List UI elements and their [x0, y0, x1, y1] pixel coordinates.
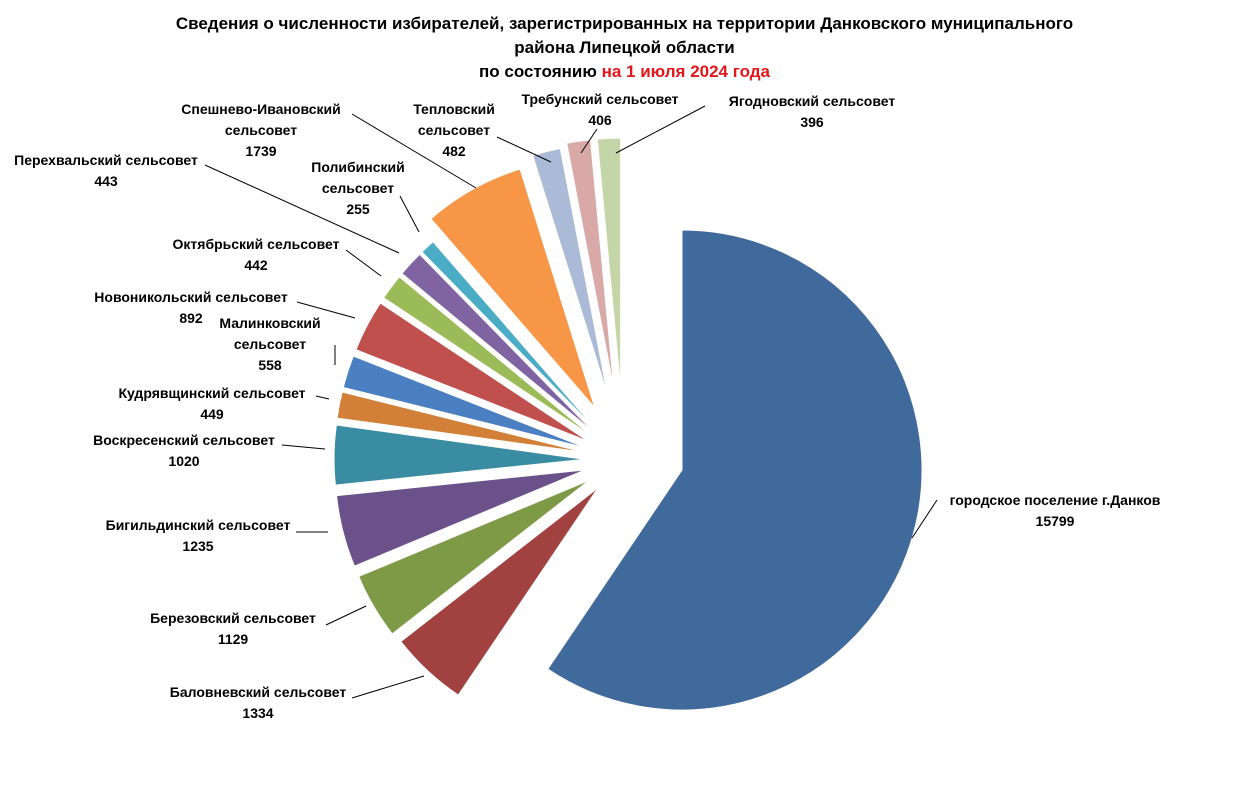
leader-line-полибинский-сельсовет — [399, 195, 420, 233]
title-line-3: по состоянию на 1 июля 2024 года — [0, 60, 1249, 84]
slice-label-бигильдинский-сельсовет: Бигильдинский сельсовет 1235 — [106, 517, 291, 554]
slice-labels: городское поселение г.Данков 15799 Баловне… — [14, 91, 1161, 721]
slice-label-тепловский-сельсовет: Тепловский сельсовет 482 — [413, 101, 495, 159]
slice-label-березовский-сельсовет: Березовский сельсовет 1129 — [150, 610, 316, 647]
slice-label-городское-поселение-гданков: городское поселение г.Данков 15799 — [950, 492, 1161, 529]
leader-line-тепловский-сельсовет — [496, 136, 552, 163]
leader-line-требунский-сельсовет — [580, 128, 598, 154]
label-leader-lines — [204, 105, 938, 699]
slice-требунский-сельсовет — [566, 139, 615, 389]
title-date-highlight: на 1 июля 2024 года — [601, 62, 770, 81]
slice-октябрьский-сельсовет — [383, 276, 593, 437]
slice-бигильдинский-сельсовет — [336, 469, 586, 567]
slice-полибинский-сельсовет — [421, 241, 598, 431]
slice-тепловский-сельсовет — [532, 147, 608, 395]
leader-line-перехвальский-сельсовет — [204, 164, 400, 254]
slice-label-воскресенский-сельсовет: Воскресенский сельсовет 1020 — [93, 432, 275, 469]
slice-баловневский-сельсовет — [400, 487, 599, 696]
title-line-2: района Липецкой области — [514, 38, 735, 57]
leader-line-новоникольский-сельсовет — [296, 301, 356, 319]
leader-line-октябрьский-сельсовет — [345, 249, 382, 277]
leader-line-воскресенский-сельсовет — [281, 444, 326, 450]
slice-label-октябрьский-сельсовет: Октябрьский сельсовет 442 — [173, 236, 340, 273]
slice-label-новоникольский-сельсовет: Новоникольский сельсовет 892 — [94, 289, 288, 326]
title-date-prefix: по состоянию — [478, 62, 602, 81]
slice-label-малинковский-сельсовет: Малинковский сельсовет 558 — [219, 315, 320, 373]
slice-городское-поселение-гданков — [547, 229, 923, 711]
slice-label-спешнево-ивановский-сельсовет: Спешнево-Ивановский сельсовет 1739 — [181, 101, 340, 159]
leader-line-березовский-сельсовет — [325, 605, 367, 626]
slice-label-ягодновский-сельсовет: Ягодновский сельсовет 396 — [729, 93, 896, 130]
chart-title: Сведения о численности избирателей, заре… — [0, 12, 1249, 84]
title-line-1: Сведения о численности избирателей, заре… — [175, 14, 1074, 33]
slice-label-требунский-сельсовет: Требунский сельсовет 406 — [521, 91, 678, 128]
leader-line-ягодновский-сельсовет — [615, 105, 706, 154]
slice-перехвальский-сельсовет — [401, 253, 595, 434]
slice-label-кудрявщинский-сельсовет: Кудрявщинский сельсовет 449 — [118, 385, 305, 422]
slice-label-полибинский-сельсовет: Полибинский сельсовет 255 — [311, 159, 404, 217]
slice-новоникольский-сельсовет — [355, 302, 589, 442]
slice-label-перехвальский-сельсовет: Перехвальский сельсовет 443 — [14, 152, 198, 189]
slice-березовский-сельсовет — [358, 479, 590, 635]
leader-line-кудрявщинский-сельсовет — [315, 395, 330, 400]
leader-line-спешнево-ивановский-сельсовет — [351, 113, 477, 189]
slice-воскресенский-сельсовет — [333, 424, 585, 486]
slice-кудрявщинский-сельсовет — [336, 391, 585, 453]
slice-спешнево-ивановский-сельсовет — [430, 168, 596, 408]
slice-малинковский-сельсовет — [342, 355, 587, 449]
slice-ягодновский-сельсовет — [596, 137, 622, 389]
pie-slices — [333, 137, 923, 711]
leader-line-городское-поселение-гданков — [911, 499, 938, 539]
slice-label-баловневский-сельсовет: Баловневский сельсовет 1334 — [170, 684, 347, 721]
leader-line-баловневский-сельсовет — [351, 675, 425, 699]
